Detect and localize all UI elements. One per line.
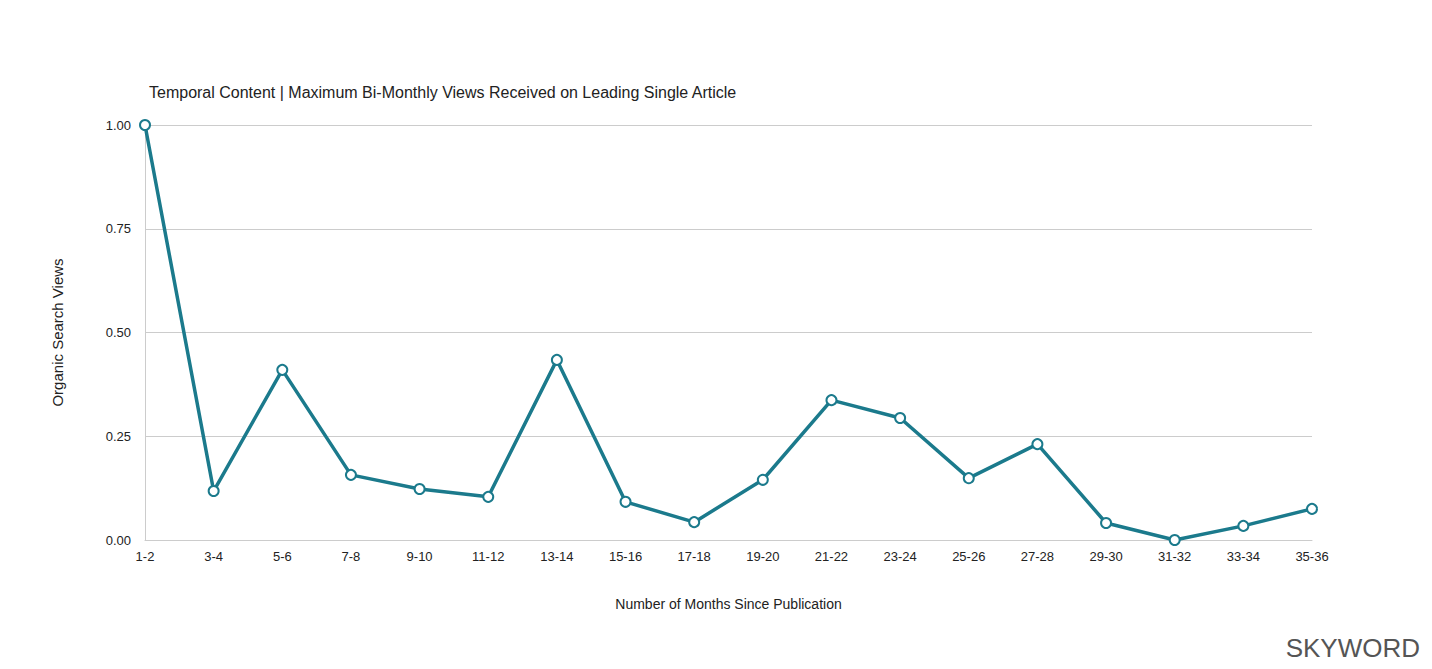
svg-text:7-8: 7-8 [342, 549, 361, 564]
svg-text:25-26: 25-26 [952, 549, 985, 564]
svg-text:11-12: 11-12 [472, 549, 504, 564]
svg-text:Temporal Content | Maximum Bi-: Temporal Content | Maximum Bi-Monthly Vi… [149, 84, 736, 101]
svg-text:35-36: 35-36 [1295, 549, 1328, 564]
svg-text:3-4: 3-4 [204, 549, 223, 564]
svg-text:23-24: 23-24 [883, 549, 916, 564]
svg-text:0.75: 0.75 [106, 221, 131, 236]
svg-text:0.00: 0.00 [106, 533, 131, 548]
svg-text:9-10: 9-10 [407, 549, 433, 564]
svg-text:19-20: 19-20 [746, 549, 779, 564]
svg-text:33-34: 33-34 [1227, 549, 1260, 564]
svg-text:1.00: 1.00 [106, 118, 131, 133]
svg-text:5-6: 5-6 [273, 549, 292, 564]
svg-text:Number of Months Since Publica: Number of Months Since Publication [615, 596, 841, 612]
svg-text:21-22: 21-22 [815, 549, 848, 564]
svg-text:0.50: 0.50 [106, 325, 131, 340]
svg-text:13-14: 13-14 [540, 549, 573, 564]
svg-text:15-16: 15-16 [609, 549, 642, 564]
svg-text:Organic Search Views: Organic Search Views [49, 258, 66, 406]
svg-text:1-2: 1-2 [136, 549, 155, 564]
svg-text:29-30: 29-30 [1089, 549, 1122, 564]
svg-text:0.25: 0.25 [106, 429, 131, 444]
svg-text:17-18: 17-18 [678, 549, 711, 564]
svg-text:31-32: 31-32 [1158, 549, 1191, 564]
svg-text:SKYWORD: SKYWORD [1286, 633, 1420, 663]
svg-text:27-28: 27-28 [1021, 549, 1054, 564]
